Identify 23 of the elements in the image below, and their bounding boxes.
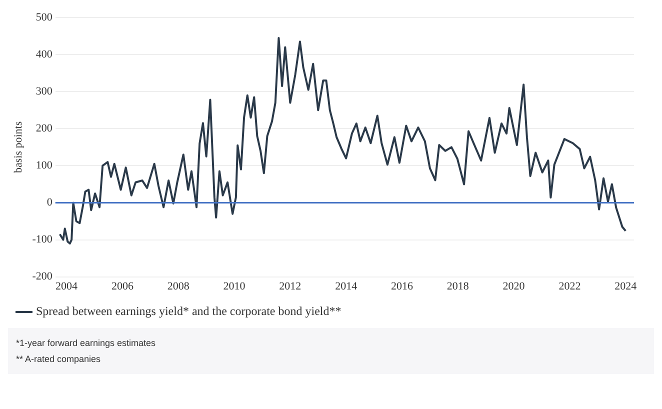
y-tick-label: 300 bbox=[36, 86, 53, 98]
x-tick-label: 2006 bbox=[111, 280, 134, 292]
x-tick-label: 2014 bbox=[335, 280, 358, 292]
y-axis-title: basis points bbox=[12, 121, 24, 174]
x-tick-label: 2004 bbox=[56, 280, 78, 292]
y-tick-label: 0 bbox=[46, 196, 53, 209]
y-tick-label: -200 bbox=[32, 270, 53, 283]
x-tick-label: 2016 bbox=[390, 280, 414, 292]
y-tick-label: 500 bbox=[36, 11, 53, 24]
text: ** A-rated companies bbox=[16, 354, 102, 364]
y-tick-label: -100 bbox=[32, 234, 53, 246]
x-tick-label: 2022 bbox=[558, 280, 581, 292]
y-tick-label: 100 bbox=[36, 160, 53, 172]
legend-label: Spread between earnings yield* and the corporate bond yield** bbox=[36, 304, 342, 318]
x-tick-label: 2024 bbox=[614, 280, 638, 292]
x-tick-label: 2018 bbox=[446, 280, 470, 292]
x-tick-label: 2010 bbox=[223, 280, 246, 292]
x-tick-label: 2012 bbox=[279, 280, 302, 292]
y-tick-label: 200 bbox=[36, 122, 53, 135]
x-tick-label: 2020 bbox=[502, 280, 526, 292]
y-tick-label: 400 bbox=[36, 48, 53, 61]
x-tick-label: 2008 bbox=[167, 280, 190, 292]
text: *1-year forward earnings estimates bbox=[16, 338, 157, 348]
